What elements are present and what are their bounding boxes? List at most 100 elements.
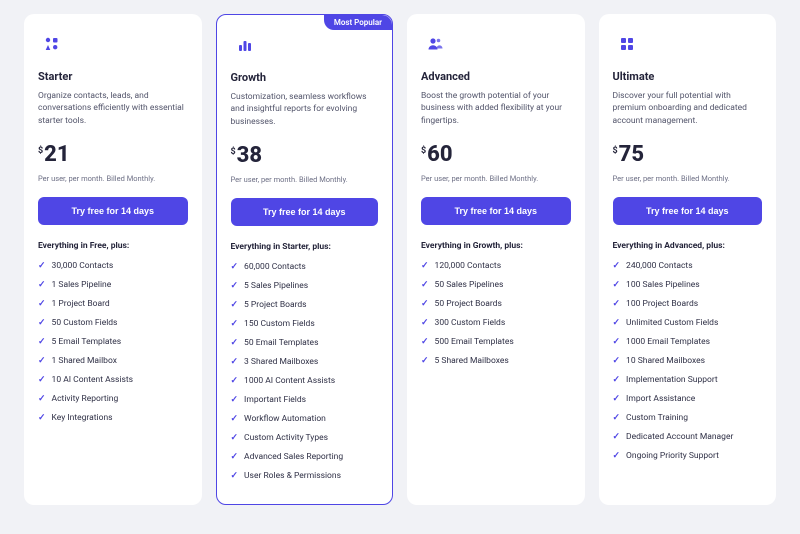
feature-item: ✓ 50 Email Templates [231,338,379,348]
feature-item: ✓Workflow Automation [231,414,379,424]
feature-item: ✓5 Sales Pipelines [231,281,379,291]
feature-item: ✓ 30,000 Contacts [38,261,188,271]
feature-item: ✓ 5 Project Boards [231,300,379,310]
currency-symbol: $ [421,146,426,156]
check-icon: ✓ [38,395,46,404]
check-icon: ✓ [421,338,429,347]
feature-item: ✓Import Assistance [613,394,763,404]
check-icon: ✓ [613,414,621,423]
feature-label: Custom Training [626,413,688,423]
feature-label: 100 Project Boards [626,299,698,309]
feature-item: ✓Custom Activity Types [231,433,379,443]
feature-label: Ongoing Priority Support [626,451,719,461]
check-icon: ✓ [38,376,46,385]
check-icon: ✓ [38,414,46,423]
feature-label: 3 Shared Mailboxes [244,357,318,367]
feature-item: ✓ Implementation Support [613,375,763,385]
starter-icon [38,30,66,58]
check-icon: ✓ [38,281,46,290]
feature-item: ✓Activity Reporting [38,394,188,404]
currency-symbol: $ [613,146,618,156]
feature-item: ✓ 100 Project Boards [613,299,763,309]
feature-label: 1 Project Board [52,299,110,309]
feature-item: ✓ 150 Custom Fields [231,319,379,329]
feature-item: ✓Ongoing Priority Support [613,451,763,461]
check-icon: ✓ [613,376,621,385]
feature-label: 50 Custom Fields [52,318,118,328]
features-heading: Everything in Starter, plus: [231,242,379,252]
plan-name: Advanced [421,70,571,83]
feature-item: ✓5 Shared Mailboxes [421,356,571,366]
features-list: ✓30,000 Contacts✓1 Sales Pipeline✓1 Proj… [38,261,188,423]
feature-item: ✓ 60,000 Contacts [231,262,379,272]
price-value: 75 [619,144,644,166]
feature-label: Dedicated Account Manager [626,432,733,442]
feature-label: Key Integrations [52,413,113,423]
feature-label: Important Fields [244,395,306,405]
feature-item: ✓ Custom Training [613,413,763,423]
feature-label: 5 Project Boards [244,300,307,310]
check-icon: ✓ [38,319,46,328]
feature-item: ✓300 Custom Fields [421,318,571,328]
feature-label: 10 Shared Mailboxes [626,356,705,366]
features-heading: Everything in Free, plus: [38,241,188,251]
feature-item: ✓50 Project Boards [421,299,571,309]
check-icon: ✓ [613,262,621,271]
feature-item: ✓50 Sales Pipelines [421,280,571,290]
feature-label: Implementation Support [626,375,718,385]
plan-description: Customization, seamless workflows and in… [231,91,379,129]
check-icon: ✓ [231,301,239,310]
features-list: ✓60,000 Contacts✓5 Sales Pipelines✓5 Pro… [231,262,379,481]
features-heading: Everything in Advanced, plus: [613,241,763,251]
price-value: 38 [237,145,262,167]
feature-item: ✓Advanced Sales Reporting [231,452,379,462]
feature-label: 1000 Email Templates [626,337,710,347]
check-icon: ✓ [421,357,429,366]
feature-item: ✓10 AI Content Assists [38,375,188,385]
check-icon: ✓ [613,300,621,309]
feature-label: User Roles & Permissions [244,471,341,481]
feature-label: 1000 AI Content Assists [244,376,335,386]
try-free-button[interactable]: Try free for 14 days [231,198,379,226]
features-list: ✓240,000 Contacts✓100 Sales Pipelines✓10… [613,261,763,461]
popular-badge: Most Popular [324,15,392,30]
feature-label: 60,000 Contacts [244,262,306,272]
advanced-icon [421,30,449,58]
check-icon: ✓ [231,358,239,367]
check-icon: ✓ [231,282,239,291]
price: $38 [231,145,379,167]
feature-item: ✓ Key Integrations [38,413,188,423]
feature-label: 50 Email Templates [244,338,318,348]
feature-item: ✓ 3 Shared Mailboxes [231,357,379,367]
check-icon: ✓ [231,320,239,329]
price: $21 [38,144,188,166]
feature-label: 150 Custom Fields [244,319,315,329]
check-icon: ✓ [421,262,429,271]
feature-label: Custom Activity Types [244,433,328,443]
check-icon: ✓ [231,396,239,405]
check-icon: ✓ [231,339,239,348]
billing-note: Per user, per month. Billed Monthly. [231,175,379,184]
check-icon: ✓ [38,300,46,309]
feature-label: 120,000 Contacts [435,261,502,271]
check-icon: ✓ [231,472,239,481]
check-icon: ✓ [421,319,429,328]
feature-item: ✓Unlimited Custom Fields [613,318,763,328]
feature-label: 30,000 Contacts [52,261,114,271]
feature-item: ✓5 Email Templates [38,337,188,347]
check-icon: ✓ [231,377,239,386]
feature-label: Workflow Automation [244,414,326,424]
feature-label: 50 Project Boards [435,299,502,309]
price-value: 60 [427,144,452,166]
check-icon: ✓ [38,262,46,271]
try-free-button[interactable]: Try free for 14 days [613,197,763,225]
try-free-button[interactable]: Try free for 14 days [421,197,571,225]
try-free-button[interactable]: Try free for 14 days [38,197,188,225]
check-icon: ✓ [231,263,239,272]
check-icon: ✓ [38,357,46,366]
currency-symbol: $ [38,146,43,156]
feature-item: ✓1 Shared Mailbox [38,356,188,366]
feature-item: ✓ 120,000 Contacts [421,261,571,271]
feature-item: ✓Dedicated Account Manager [613,432,763,442]
check-icon: ✓ [613,319,621,328]
